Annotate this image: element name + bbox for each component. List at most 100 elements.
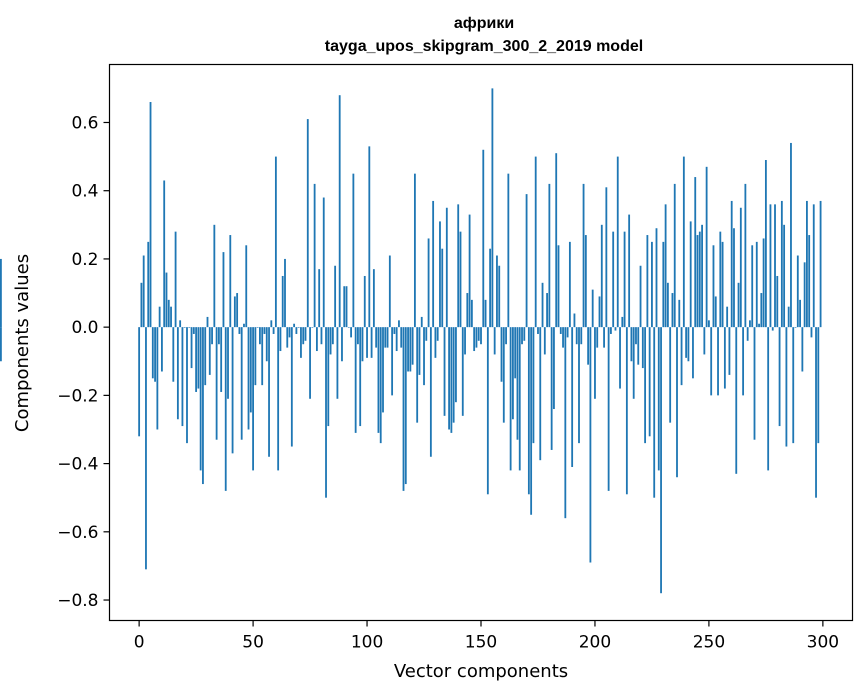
bar-110 [388, 255, 391, 328]
bar-242 [689, 221, 692, 328]
bar-46 [243, 323, 245, 328]
bar-250 [708, 320, 710, 328]
bar-74 [306, 119, 309, 328]
bar-148 [475, 327, 478, 348]
y-tick-label: 0.6 [71, 113, 98, 133]
bar-13 [167, 299, 170, 328]
bar-128 [429, 327, 432, 457]
bar-228 [657, 327, 660, 471]
bar-285 [787, 306, 790, 328]
bar-210 [616, 156, 619, 328]
bar-157 [496, 255, 498, 328]
bar-200 [594, 327, 596, 399]
bar-33 [213, 224, 216, 328]
bar-75 [309, 327, 311, 399]
y-tick-label: −0.6 [57, 523, 98, 543]
plot-frame [108, 63, 854, 622]
bar-105 [377, 327, 380, 433]
bar-191 [573, 313, 576, 328]
bar-21 [186, 327, 188, 444]
bar-23 [190, 327, 193, 369]
bar-122 [416, 327, 419, 423]
bar-266 [744, 183, 747, 328]
bar-214 [625, 327, 628, 495]
bar-80 [320, 327, 323, 345]
bar-277 [769, 204, 772, 328]
bar-133 [441, 248, 444, 328]
bar-87 [336, 327, 339, 399]
bar-269 [751, 245, 754, 328]
x-tick-label: 200 [579, 633, 611, 653]
bar-71 [300, 327, 302, 358]
bar-257 [723, 327, 726, 389]
bar-296 [812, 204, 815, 328]
bar-265 [742, 327, 745, 396]
bar-280 [776, 275, 779, 328]
bar-224 [648, 327, 651, 437]
bar-56 [265, 327, 268, 362]
bar-100 [366, 327, 368, 358]
bar-246 [698, 231, 701, 328]
bar-47 [245, 245, 248, 328]
bar-161 [505, 327, 507, 345]
bar-22 [188, 327, 191, 328]
bar-117 [404, 327, 407, 485]
bar-193 [578, 327, 580, 444]
bar-54 [261, 327, 264, 386]
bar-249 [705, 166, 708, 328]
bar-150 [480, 327, 482, 345]
bar-219 [637, 327, 640, 365]
bar-213 [623, 231, 626, 328]
bar-274 [762, 238, 765, 328]
bar-180 [548, 183, 551, 328]
bar-36 [220, 327, 223, 392]
bar-44 [238, 327, 241, 334]
bar-0 [138, 327, 141, 437]
bar-146 [470, 299, 473, 328]
bar-171 [527, 327, 530, 495]
bar-5 [149, 102, 152, 328]
bar-268 [749, 320, 751, 328]
bar-248 [703, 327, 706, 355]
bar-155 [491, 88, 494, 328]
bar-259 [728, 327, 731, 375]
bar-233 [669, 327, 672, 423]
bar-159 [500, 327, 503, 382]
bar-64 [284, 258, 286, 328]
bar-218 [635, 327, 637, 345]
bar-236 [676, 327, 678, 478]
bar-10 [161, 327, 163, 372]
bar-282 [780, 200, 783, 328]
bars-group [0, 88, 822, 594]
bar-55 [263, 327, 266, 334]
bar-66 [288, 327, 291, 338]
bar-252 [712, 245, 715, 328]
bar-138 [452, 327, 455, 423]
bar-192 [575, 327, 578, 345]
bar-168 [521, 327, 523, 345]
bar-102 [370, 327, 373, 358]
bar-undefined [0, 327, 2, 362]
bar-190 [571, 327, 574, 467]
bar-67 [290, 327, 293, 447]
bar-32 [211, 327, 213, 345]
bar-179 [546, 293, 548, 328]
bar-262 [735, 327, 738, 474]
bar-160 [502, 327, 505, 423]
bar-79 [318, 269, 321, 328]
bar-73 [304, 327, 307, 341]
bar-245 [696, 235, 699, 328]
bar-97 [359, 327, 362, 427]
bar-17 [176, 327, 179, 420]
bar-141 [459, 231, 462, 328]
bar-175 [537, 327, 539, 334]
bar-291 [801, 327, 804, 372]
bar-31 [208, 327, 211, 375]
bar-271 [755, 241, 758, 328]
y-axis-ticks: −0.8 −0.6 −0.4 −0.2 0.0 0.2 0.4 0.6 [57, 113, 110, 611]
bar-101 [368, 146, 371, 328]
bar-43 [236, 293, 239, 328]
bar-129 [432, 200, 435, 328]
bar-176 [539, 327, 542, 461]
bar-24 [192, 327, 195, 334]
